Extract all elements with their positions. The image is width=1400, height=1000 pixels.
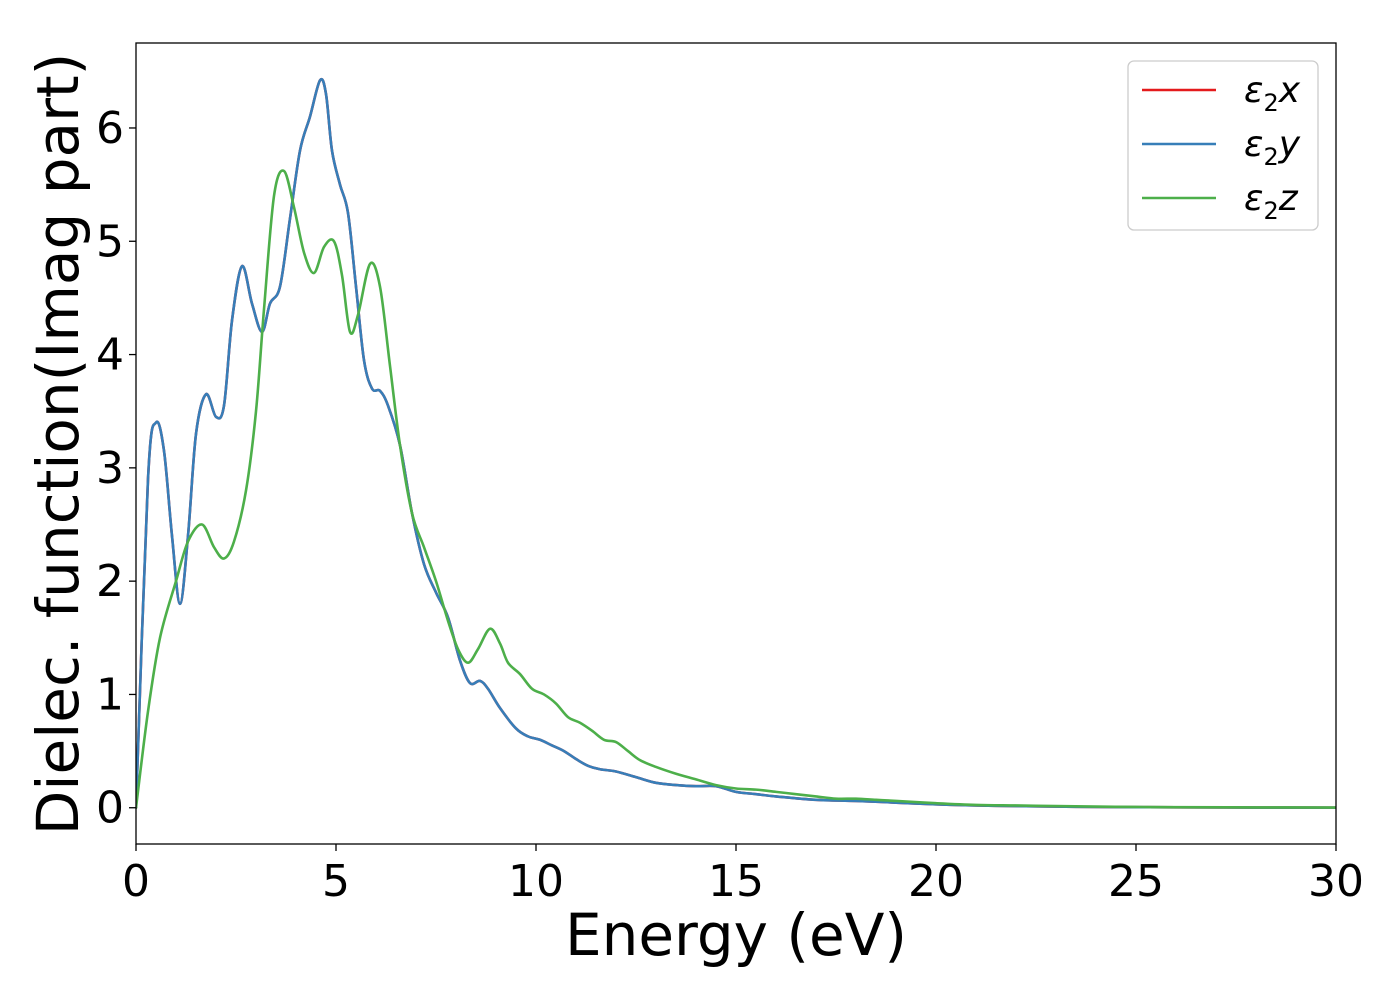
y-axis-title: Dielec. function(Imag part) [24, 53, 92, 836]
y-tick-label: 2 [96, 556, 124, 607]
y-tick-label: 3 [96, 443, 124, 494]
y-tick-label: 0 [96, 783, 124, 834]
y-tick-label: 4 [96, 330, 124, 381]
series-line-z [136, 169, 1336, 810]
x-tick-label: 0 [122, 856, 150, 907]
x-axis-title: Energy (eV) [565, 901, 907, 969]
legend-label-z: ε2z [1244, 178, 1299, 225]
legend-label-x: ε2x [1244, 70, 1301, 117]
y-tick-label: 5 [96, 216, 124, 267]
x-tick-label: 15 [708, 856, 764, 907]
legend-label-y: ε2y [1244, 124, 1301, 171]
y-tick-label: 6 [96, 103, 124, 154]
x-tick-label: 25 [1108, 856, 1164, 907]
y-axis: 0 1 2 3 4 5 6 [96, 103, 136, 834]
x-axis: 0 5 10 15 20 25 30 [122, 844, 1364, 907]
x-tick-label: 20 [908, 856, 964, 907]
series-line-y [136, 77, 1336, 810]
series-layer [136, 77, 1336, 810]
x-tick-label: 10 [508, 856, 564, 907]
y-tick-label: 1 [96, 669, 124, 720]
legend-box [1127, 60, 1319, 231]
x-tick-label: 30 [1308, 856, 1364, 907]
legend: ε2x ε2y ε2z [1127, 60, 1319, 231]
x-tick-label: 5 [322, 856, 350, 907]
